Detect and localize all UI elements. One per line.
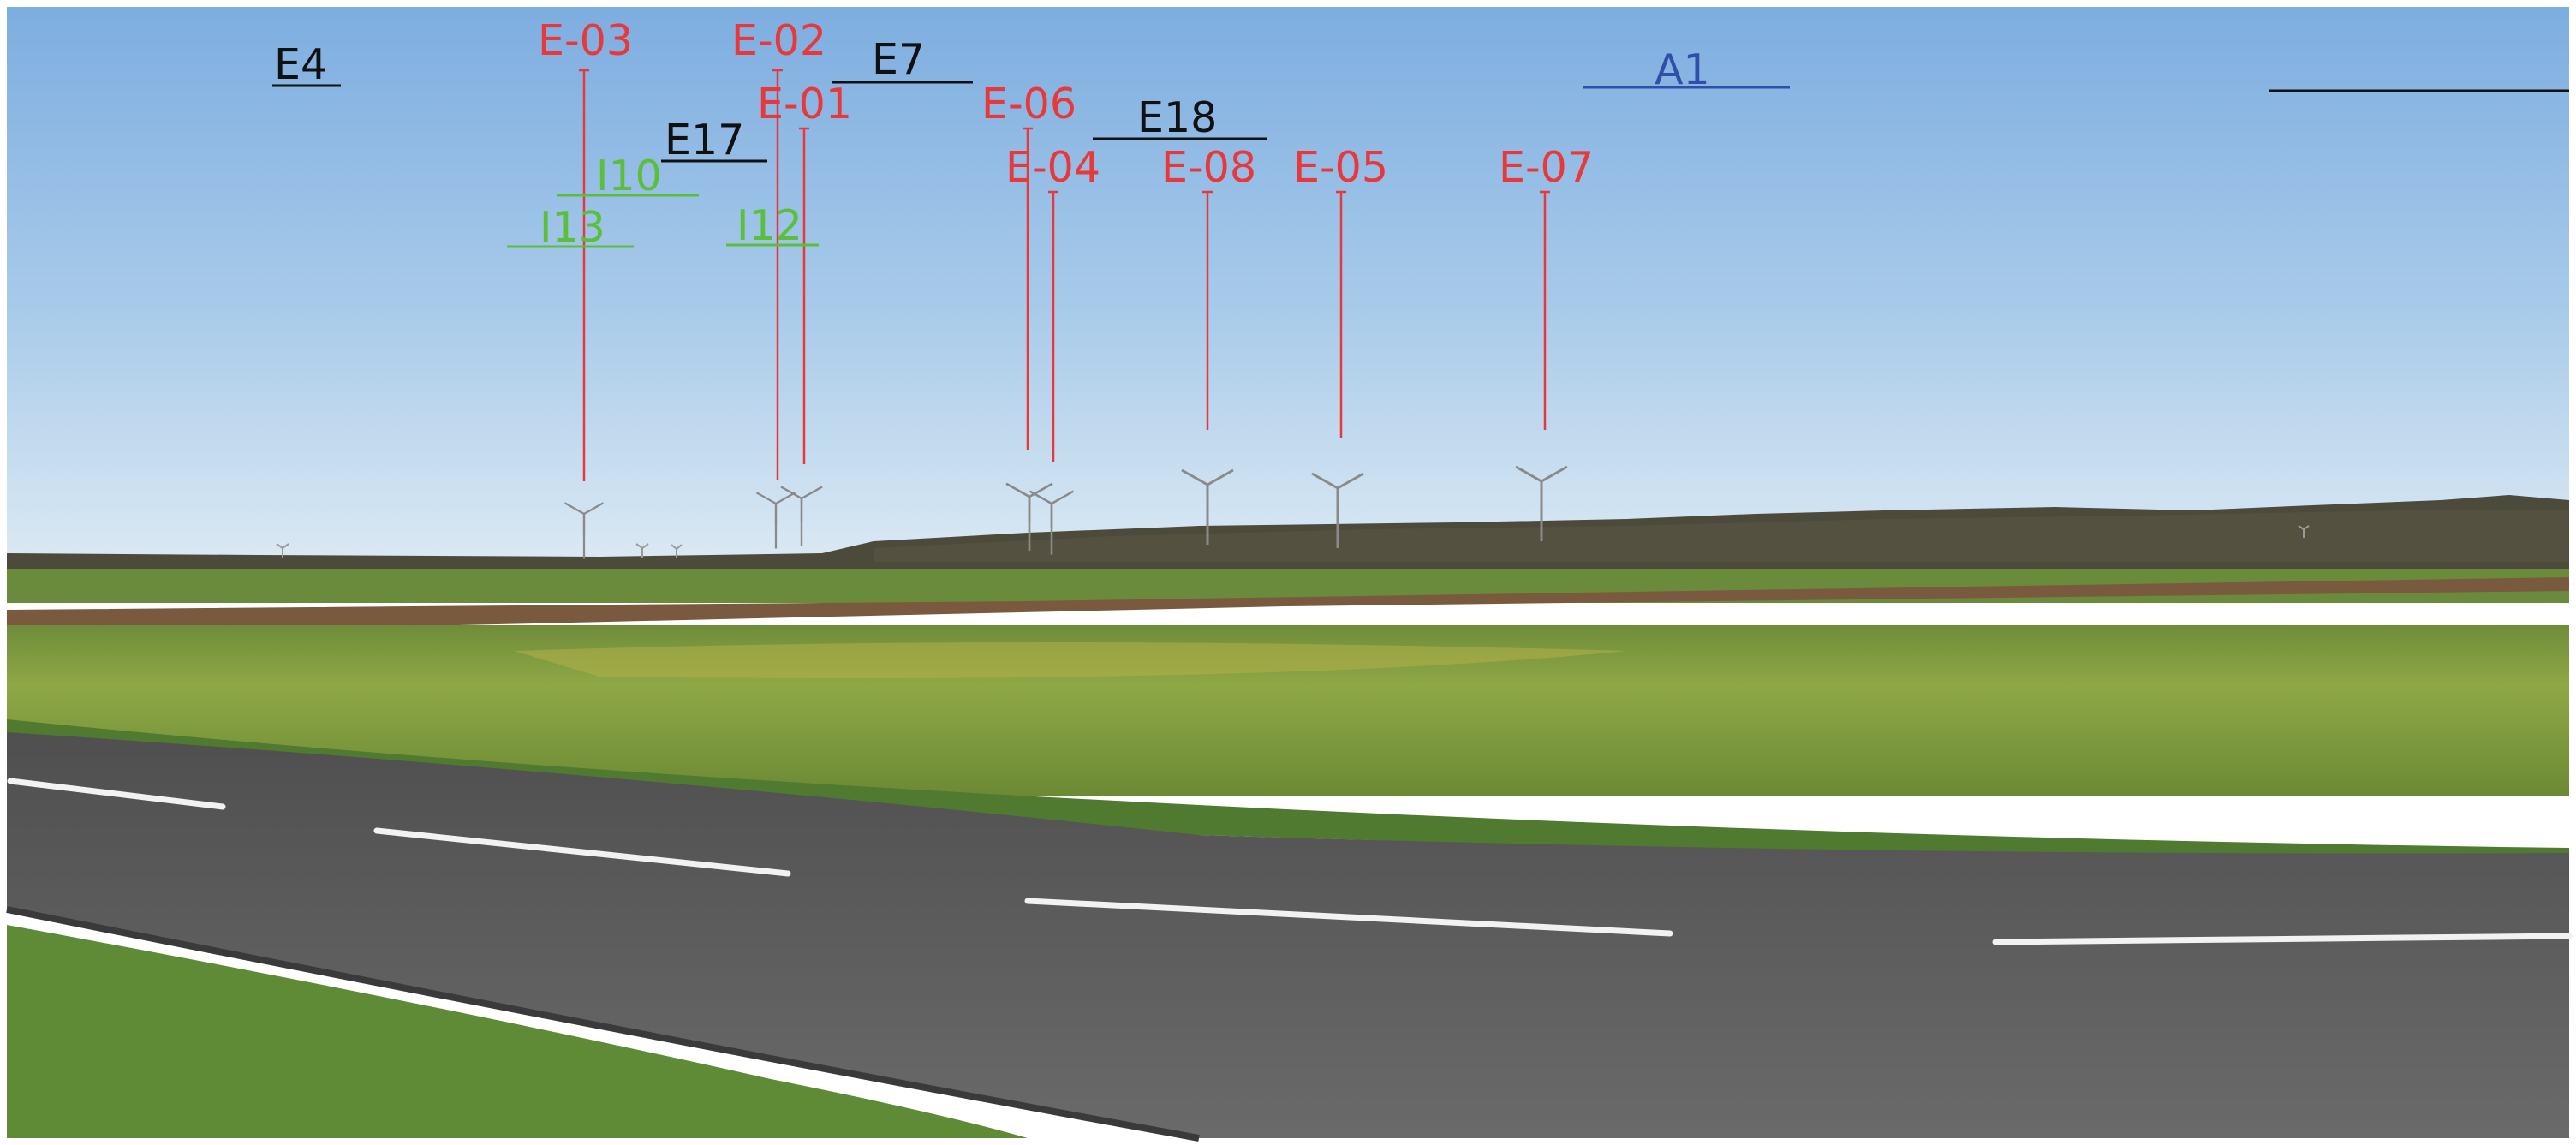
grass-verge	[7, 719, 2569, 865]
yellow-patch	[514, 642, 1627, 678]
ploughed-strip	[7, 577, 2569, 635]
road-edge-line	[6, 906, 1200, 1142]
distant-turbines	[276, 525, 2310, 558]
turbine-leader-lines	[579, 69, 1550, 481]
label-i13: I13	[540, 203, 605, 252]
sky	[7, 7, 2569, 562]
foreground-grass	[7, 925, 1028, 1138]
label-e-08: E-08	[1161, 143, 1256, 192]
label-e-05: E-05	[1293, 143, 1388, 192]
label-i12: I12	[736, 201, 802, 250]
label-e4: E4	[274, 40, 327, 89]
road	[7, 732, 2569, 1138]
label-e18: E18	[1137, 93, 1217, 142]
label-e-02: E-02	[731, 16, 826, 65]
label-i10: I10	[596, 152, 662, 200]
road-markings	[7, 778, 2573, 945]
label-e7: E7	[872, 35, 925, 84]
label-e-07: E-07	[1499, 143, 1594, 192]
label-e-06: E-06	[981, 80, 1076, 128]
label-e17: E17	[665, 116, 744, 164]
tree-line-highlights	[874, 510, 2569, 562]
label-e-03: E-03	[538, 16, 633, 65]
label-e-04: E-04	[1005, 143, 1100, 192]
label-e-01: E-01	[757, 80, 852, 128]
